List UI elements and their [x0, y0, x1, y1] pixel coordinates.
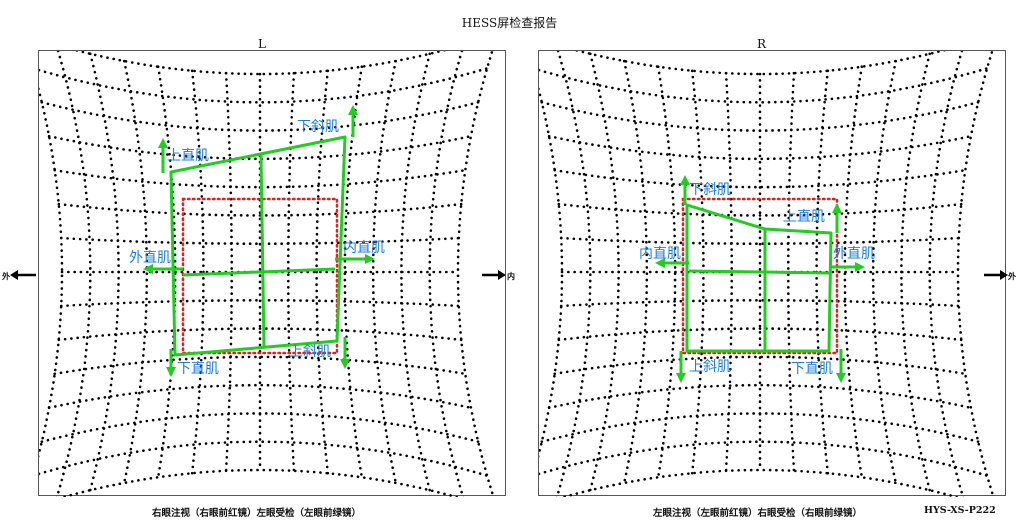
muscle-label-medial-rectus: 内直肌 — [639, 245, 681, 262]
report-title: HESS屏检查报告 — [461, 16, 558, 30]
measured-plot-right — [685, 203, 833, 353]
muscle-label-lateral-rectus: 外直肌 — [833, 245, 875, 262]
muscle-label-superior-oblique: 上斜肌 — [689, 359, 731, 375]
hess-grid-right: 下斜肌 上直肌 内直肌 外直肌 上斜肌 下直肌 — [521, 33, 999, 511]
eye-label-left: L — [258, 37, 266, 51]
muscle-label-lateral-rectus: 外直肌 — [129, 249, 171, 266]
muscle-label-inferior-rectus: 下直肌 — [791, 360, 833, 377]
direction-label-inner: 内 — [507, 271, 515, 281]
caption-right: 左眼注视（左眼前红镜）右眼受检（右眼前绿镜） — [653, 508, 863, 519]
model-code: HYS-XS-P222 — [924, 505, 996, 516]
muscle-label-medial-rectus: 内直肌 — [343, 239, 385, 256]
eye-label-right: R — [757, 37, 767, 51]
muscle-label-superior-rectus: 上直肌 — [167, 147, 209, 164]
muscle-label-inferior-oblique: 下斜肌 — [689, 182, 731, 198]
muscle-label-superior-rectus: 上直肌 — [783, 208, 825, 225]
muscle-label-inferior-oblique: 下斜肌 — [297, 119, 339, 135]
muscle-arrows-left — [143, 105, 375, 377]
muscle-label-inferior-rectus: 下直肌 — [177, 360, 219, 377]
muscle-label-superior-oblique: 上斜肌 — [289, 344, 331, 360]
dot-grid-left — [21, 33, 499, 511]
reference-square-left — [181, 197, 339, 355]
hess-chart-right: 下斜肌 上直肌 内直肌 外直肌 上斜肌 下直肌 — [521, 33, 1006, 511]
direction-label-outer-left: 外 — [2, 271, 10, 281]
measured-plot-left — [169, 135, 347, 357]
reference-square-right — [681, 197, 839, 355]
direction-arrows — [10, 270, 1008, 280]
muscle-arrows-right — [655, 175, 865, 383]
hess-chart-left: 上直肌 下斜肌 外直肌 内直肌 下直肌 上斜肌 — [21, 33, 506, 511]
direction-label-outer-right: 外 — [1008, 271, 1016, 281]
hess-grid-left: 上直肌 下斜肌 外直肌 内直肌 下直肌 上斜肌 — [21, 33, 499, 511]
muscle-labels-right: 下斜肌 上直肌 内直肌 外直肌 上斜肌 下直肌 — [639, 182, 875, 377]
caption-left: 右眼注视（右眼前红镜）左眼受检（左眼前绿镜） — [152, 508, 362, 519]
muscle-labels-left: 上直肌 下斜肌 外直肌 内直肌 下直肌 上斜肌 — [129, 119, 385, 377]
